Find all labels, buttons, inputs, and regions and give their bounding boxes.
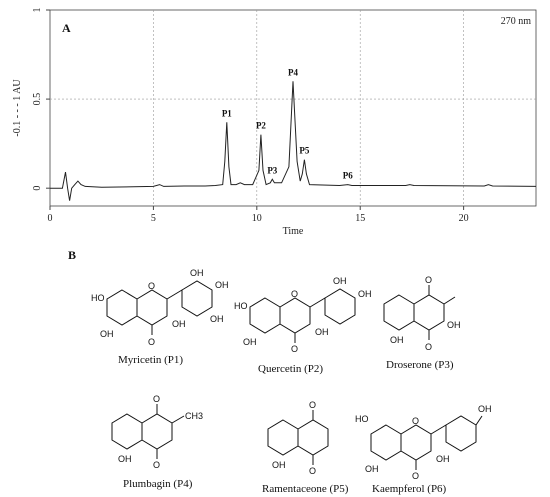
peak-label-p3: P3 [267,165,277,175]
plumbagin-structure: O O CH3 OH Plumbagin (P4) [111,394,203,490]
droserone-o-1: O [425,275,432,285]
quercetin-oh-3: OH [315,327,329,337]
x-tick-label: 10 [252,213,262,224]
myricetin-oh-5: OH [100,329,114,339]
kaempferol-oh-4p: OH [478,404,492,414]
ramentaceone-o-1: O [309,400,316,410]
droserone-oh-3: OH [447,320,461,330]
peak-label-p1: P1 [222,108,232,118]
x-tick-label: 20 [459,213,469,224]
kaempferol-keto-o: O [412,471,419,481]
grid-lines [50,10,536,206]
y-axis-label: -0.1 - - - 1 AU [12,79,23,137]
myricetin-structure: O O HO OH OH OH OH OH Myricetin (P1) [91,268,229,366]
quercetin-keto-o: O [291,344,298,354]
y-tick-label: 0.5 [32,93,43,106]
plumbagin-o-4: O [153,460,160,470]
peak-label-p4: P4 [288,67,298,77]
ramentaceone-structure: O O OH Ramentaceone (P5) [262,400,349,495]
peak-label-p5: P5 [299,146,309,156]
droserone-structure: O O OH OH Droserone (P3) [383,275,461,371]
plumbagin-oh-5: OH [118,454,132,464]
quercetin-structure: O O HO OH OH OH OH Quercetin (P2) [234,276,372,375]
kaempferol-oh-3: OH [436,454,450,464]
x-tick-label: 0 [48,213,53,224]
y-tick-label: 0 [32,186,43,191]
chromatogram-chart: 0 5 10 15 20 0 0.5 1 P1 P2 P3 P4 P5 P6 A 270 nm Time… [12,8,537,237]
plumbagin-o-1: O [153,394,160,404]
quercetin-ring-o: O [291,289,298,299]
kaempferol-oh-5: OH [365,464,379,474]
ramentaceone-oh-5: OH [272,460,286,470]
x-axis-label: Time [283,226,304,237]
quercetin-ho-7: HO [234,301,248,311]
kaempferol-structure: O O HO OH OH OH Kaempferol (P6) [355,404,492,495]
axis-ticks: 0 5 10 15 20 0 0.5 1 [32,8,469,225]
x-tick-label: 15 [355,213,365,224]
myricetin-ring-o: O [148,281,155,291]
kaempferol-caption: Kaempferol (P6) [372,483,447,495]
droserone-oh-5: OH [390,335,404,345]
quercetin-oh-3p: OH [333,276,347,286]
myricetin-oh-4p: OH [215,280,229,290]
kaempferol-ho-7: HO [355,414,369,424]
wavelength-annotation: 270 nm [501,16,532,27]
myricetin-oh-5p: OH [210,314,224,324]
ramentaceone-o-4: O [309,466,316,476]
panel-b-label: B [68,248,76,262]
peak-label-p2: P2 [256,121,266,131]
quercetin-caption: Quercetin (P2) [258,363,323,375]
plumbagin-caption: Plumbagin (P4) [123,478,193,490]
quercetin-oh-5: OH [243,337,257,347]
myricetin-keto-o: O [148,337,155,347]
kaempferol-ring-o: O [412,416,419,426]
plot-frame [49,9,537,207]
myricetin-ho-7: HO [91,293,105,303]
ramentaceone-caption: Ramentaceone (P5) [262,483,349,495]
quercetin-oh-4p: OH [358,289,372,299]
chromatogram-trace [50,81,537,201]
droserone-o-4: O [425,342,432,352]
plumbagin-ch3: CH3 [185,411,203,421]
myricetin-caption: Myricetin (P1) [118,354,183,366]
peak-label-p6: P6 [343,171,353,181]
myricetin-oh-3p: OH [190,268,204,278]
panel-a-label: A [62,21,71,35]
structures-panel: B O O HO OH OH OH OH OH Myricetin (P1) O [68,248,492,495]
myricetin-oh-3: OH [172,319,186,329]
droserone-caption: Droserone (P3) [386,359,454,371]
peak-labels: P1 P2 P3 P4 P5 P6 [222,67,353,180]
y-tick-label: 1 [32,8,43,13]
x-tick-label: 5 [151,213,156,224]
